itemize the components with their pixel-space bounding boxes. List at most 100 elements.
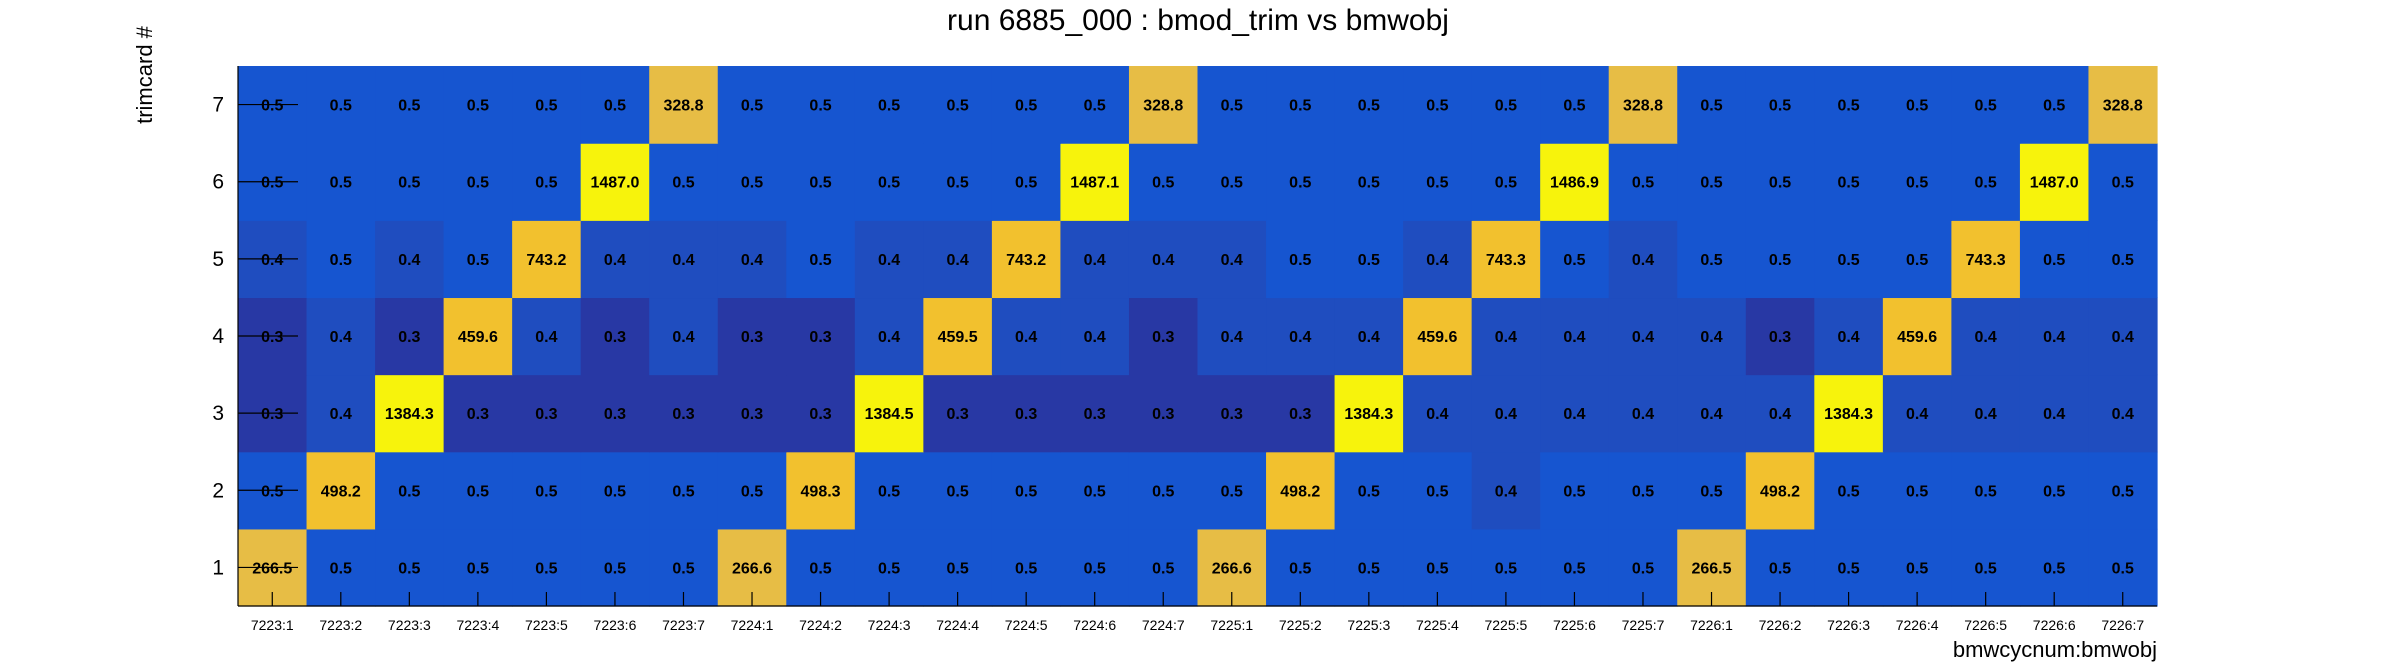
heatmap-cell bbox=[306, 220, 376, 299]
cell-value-label: 0.5 bbox=[1975, 175, 1997, 192]
heatmap-cell bbox=[1471, 220, 1541, 299]
heatmap-cell bbox=[2088, 143, 2158, 221]
cell-value-label: 0.5 bbox=[878, 98, 900, 115]
cell-value-label: 498.2 bbox=[321, 483, 361, 500]
cell-value-label: 459.6 bbox=[1417, 329, 1457, 346]
x-tick-labels: 7223:1 7223:2 7223:3 7223:4 7223:5 7223:6 7223… bbox=[251, 617, 2144, 633]
x-tick-label: 7224:4 bbox=[936, 617, 979, 633]
cell-value-label: 743.3 bbox=[1966, 252, 2006, 269]
cell-value-label: 0.5 bbox=[1084, 483, 1106, 500]
heatmap-cell bbox=[1745, 297, 1815, 376]
cell-value-label: 0.4 bbox=[398, 252, 420, 269]
cell-value-label: 0.5 bbox=[2112, 252, 2134, 269]
cell-value-label: 0.4 bbox=[878, 252, 900, 269]
heatmap-cell bbox=[443, 451, 513, 530]
cell-value-label: 743.2 bbox=[1006, 252, 1046, 269]
x-tick-label: 7225:6 bbox=[1553, 617, 1596, 633]
cell-value-label: 0.4 bbox=[1015, 329, 1037, 346]
x-tick-label: 7225:4 bbox=[1416, 617, 1459, 633]
cell-value-label: 0.5 bbox=[878, 560, 900, 577]
heatmap-cell bbox=[1128, 66, 1199, 144]
heatmap-cell bbox=[1403, 297, 1473, 376]
cell-value-label: 0.5 bbox=[1495, 98, 1517, 115]
heatmap-cell bbox=[1814, 220, 1884, 299]
cell-value-label: 1487.1 bbox=[1070, 175, 1119, 192]
cell-value-label: 0.5 bbox=[741, 483, 763, 500]
heatmap-cell bbox=[1266, 297, 1336, 376]
cell-value-label: 0.5 bbox=[947, 560, 969, 577]
cell-value-label: 0.4 bbox=[1221, 329, 1243, 346]
heatmap-cell bbox=[1951, 297, 2021, 376]
heatmap-cell bbox=[1471, 143, 1541, 221]
cell-value-label: 743.2 bbox=[526, 252, 566, 269]
cell-value-label: 0.5 bbox=[1632, 560, 1654, 577]
cell-value-label: 0.4 bbox=[1495, 329, 1517, 346]
cell-value-label: 0.4 bbox=[947, 252, 969, 269]
cell-value-label: 0.5 bbox=[1906, 483, 1928, 500]
heatmap-cell bbox=[1745, 66, 1815, 144]
heatmap-cell bbox=[1608, 374, 1678, 453]
heatmap-cell bbox=[2019, 143, 2090, 221]
heatmap-cell bbox=[1882, 297, 1952, 376]
heatmap-cell bbox=[786, 220, 856, 299]
x-tick-label: 7225:5 bbox=[1484, 617, 1527, 633]
cell-value-label: 0.5 bbox=[741, 175, 763, 192]
heatmap-cell bbox=[1677, 374, 1747, 453]
heatmap-cell bbox=[1677, 143, 1747, 221]
cell-value-label: 0.3 bbox=[604, 329, 626, 346]
heatmap-cell bbox=[306, 297, 376, 376]
y-axis-label: trimcard # bbox=[132, 25, 157, 124]
cell-value-label: 0.5 bbox=[947, 483, 969, 500]
heatmap-cell bbox=[1197, 66, 1267, 144]
heatmap-cell bbox=[1403, 220, 1473, 299]
heatmap-cell bbox=[1882, 451, 1952, 530]
heatmap-cell bbox=[1745, 451, 1815, 530]
cell-value-label: 0.5 bbox=[1358, 483, 1380, 500]
heatmap-cell bbox=[1608, 143, 1678, 221]
heatmap-cell bbox=[1814, 66, 1884, 144]
cell-value-label: 0.5 bbox=[672, 483, 694, 500]
cell-value-label: 0.4 bbox=[1221, 252, 1243, 269]
cell-value-label: 0.5 bbox=[878, 175, 900, 192]
heatmap-cell bbox=[1403, 66, 1473, 144]
x-tick-label: 7226:2 bbox=[1759, 617, 1802, 633]
heatmap-cell bbox=[375, 66, 445, 144]
y-tick-label: 2 bbox=[212, 479, 224, 502]
cell-value-label: 0.3 bbox=[261, 329, 283, 346]
cell-value-label: 0.3 bbox=[1152, 329, 1174, 346]
heatmap-cell bbox=[854, 451, 924, 530]
cell-value-label: 0.5 bbox=[672, 560, 694, 577]
cell-value-label: 1384.3 bbox=[1344, 406, 1393, 423]
heatmap-cell bbox=[991, 374, 1062, 453]
cell-value-label: 0.5 bbox=[1152, 560, 1174, 577]
cell-value-label: 0.5 bbox=[1358, 98, 1380, 115]
heatmap-cell bbox=[375, 451, 445, 530]
heatmap-cell bbox=[786, 143, 856, 221]
heatmap-cell bbox=[1882, 66, 1952, 144]
cell-value-label: 0.4 bbox=[1495, 406, 1517, 423]
cell-value-label: 0.5 bbox=[1358, 252, 1380, 269]
heatmap-cell bbox=[649, 374, 719, 453]
cell-value-label: 0.4 bbox=[1152, 252, 1174, 269]
heatmap-cell bbox=[1882, 220, 1952, 299]
x-tick-label: 7225:2 bbox=[1279, 617, 1322, 633]
cell-value-label: 0.5 bbox=[1769, 98, 1791, 115]
cell-value-label: 0.5 bbox=[1632, 175, 1654, 192]
heatmap-cell bbox=[649, 451, 719, 530]
cell-value-label: 0.5 bbox=[261, 483, 283, 500]
cell-value-label: 328.8 bbox=[2103, 98, 2143, 115]
heatmap-cell bbox=[1334, 220, 1404, 299]
cell-value-label: 0.5 bbox=[741, 98, 763, 115]
heatmap-cell bbox=[717, 374, 787, 453]
heatmap-cell bbox=[443, 220, 513, 299]
cell-value-label: 0.5 bbox=[604, 560, 626, 577]
cell-value-label: 0.5 bbox=[1358, 175, 1380, 192]
cell-value-label: 0.5 bbox=[947, 175, 969, 192]
cell-value-label: 266.6 bbox=[1212, 560, 1252, 577]
cell-value-label: 0.5 bbox=[2043, 483, 2065, 500]
heatmap-cell bbox=[512, 66, 582, 144]
cell-value-label: 0.4 bbox=[1837, 329, 1859, 346]
chart-title: run 6885_000 : bmod_trim vs bmwobj bbox=[947, 4, 1449, 37]
heatmap-cell bbox=[1128, 143, 1199, 221]
cell-value-label: 0.5 bbox=[1152, 483, 1174, 500]
